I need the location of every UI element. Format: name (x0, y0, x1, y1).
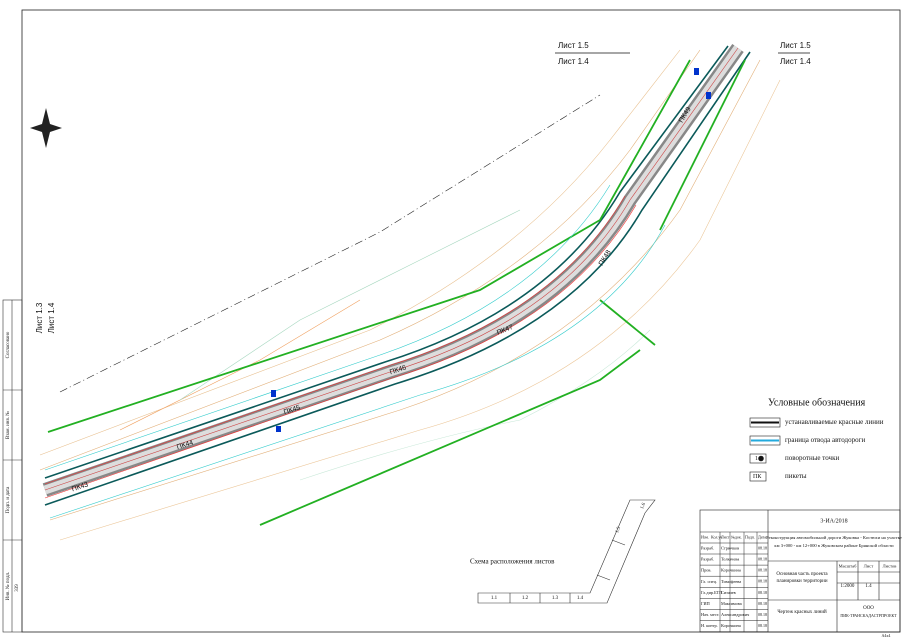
picket-label: ПК43 (71, 481, 89, 493)
scale-header: Масштаб (839, 564, 857, 569)
scheme-sheet: 1.6 (640, 502, 647, 510)
date-cell: 08.18 (758, 623, 767, 628)
sheet-label: Лист 1.5 (558, 41, 589, 50)
project-name: Реконструкция автомобильной дороги Жуков… (766, 535, 902, 540)
name-cell: Тимофеева (721, 579, 741, 584)
role-cell: Пров. (701, 568, 712, 573)
format: А4х4 (882, 633, 891, 638)
sheet-number: 1.4 (865, 584, 872, 589)
legend-symbol: ПК (753, 474, 762, 480)
organisation: ООО (863, 606, 874, 611)
margin-label: Инв. № подл. (5, 572, 11, 601)
name-cell: Сизачев (721, 590, 736, 595)
legend-symbols (749, 417, 781, 482)
title-block (699, 509, 901, 633)
picket-label: ПК44 (176, 439, 194, 451)
legend-item: поворотные точки (785, 454, 839, 462)
road (42, 43, 751, 526)
margin-label: Взам. инв. № (5, 411, 11, 439)
scheme-title: Схема расположения листов (470, 558, 555, 566)
stage: планировки территории (776, 579, 827, 584)
date-cell: 08.18 (758, 590, 767, 595)
legend-title: Условные обозначения (768, 397, 866, 408)
north-arrow (30, 108, 62, 148)
stage: Основная часть проекта (776, 572, 828, 577)
date-cell: 08.18 (758, 579, 767, 584)
legend-item: устанавливаемые красные линии (785, 418, 884, 426)
header-cell: Изм. (701, 534, 709, 539)
margin-label: Согласовано (6, 331, 11, 358)
margin-strip (2, 299, 23, 633)
name-cell: Александрович (721, 612, 750, 617)
role-cell: Гл. спец. (701, 579, 717, 584)
header-cell: Лист (721, 534, 730, 539)
picket-label: ПК45 (283, 404, 301, 416)
name-cell: Максимова (721, 601, 742, 606)
date-cell: 08.18 (758, 545, 767, 550)
header-cell: №док. (731, 534, 742, 539)
header-cell: Кол.уч (711, 534, 722, 539)
organisation: ПИК-ТРАНСКАДАСТРПРОЕКТ (840, 613, 897, 618)
header-cell: Подп. (745, 534, 755, 539)
role-cell: Разраб. (701, 557, 714, 562)
legend-item: пикеты (785, 472, 807, 480)
sheet-scheme (477, 499, 656, 604)
margin-label: 339 (15, 584, 20, 592)
role-cell: Гл.дир.БТП (701, 590, 722, 595)
scheme-sheet: 1.4 (577, 596, 584, 601)
project-name: км 3+000 - км 12+000 в Жуковском районе … (774, 543, 894, 548)
terrain (39, 49, 781, 541)
role-cell: Н. контр. (701, 623, 718, 628)
scale-header: Лист (864, 564, 873, 569)
legend-item: граница отвода автодороги (785, 436, 865, 444)
drawing-name: Чертеж красных линий (777, 610, 827, 615)
date-cell: 08.18 (758, 557, 767, 562)
sheet-label: Лист 1.3 (35, 302, 44, 333)
sheet-label: Лист 1.5 (780, 41, 811, 50)
margin-label: Подп. и дата (6, 486, 11, 513)
scheme-sheet: 1.2 (522, 596, 529, 601)
project-code: 3-ИА/2018 (820, 518, 847, 524)
scale: 1:2000 (841, 584, 855, 589)
header-cell: Дата (758, 534, 766, 539)
role-cell: ГИП (701, 601, 710, 606)
scale-header: Листов (883, 564, 897, 569)
date-cell: 08.18 (758, 568, 767, 573)
sheet-label: Лист 1.4 (558, 57, 589, 66)
role-cell: Разраб. (701, 545, 714, 550)
legend-symbol: 1 (755, 456, 758, 462)
scheme-sheet: 1.5 (615, 526, 622, 534)
name-cell: Корочкина (721, 623, 741, 628)
picket-label: ПК46 (389, 364, 407, 376)
name-cell: Корочкина (721, 568, 741, 573)
date-cell: 08.18 (758, 601, 767, 606)
role-cell: Нач. мест. (701, 612, 719, 617)
sheet-label: Лист 1.4 (47, 302, 56, 333)
sheet-label: Лист 1.4 (780, 57, 811, 66)
scheme-sheet: 1.1 (491, 596, 498, 601)
scheme-sheet: 1.3 (552, 596, 559, 601)
date-cell: 08.18 (758, 612, 767, 617)
